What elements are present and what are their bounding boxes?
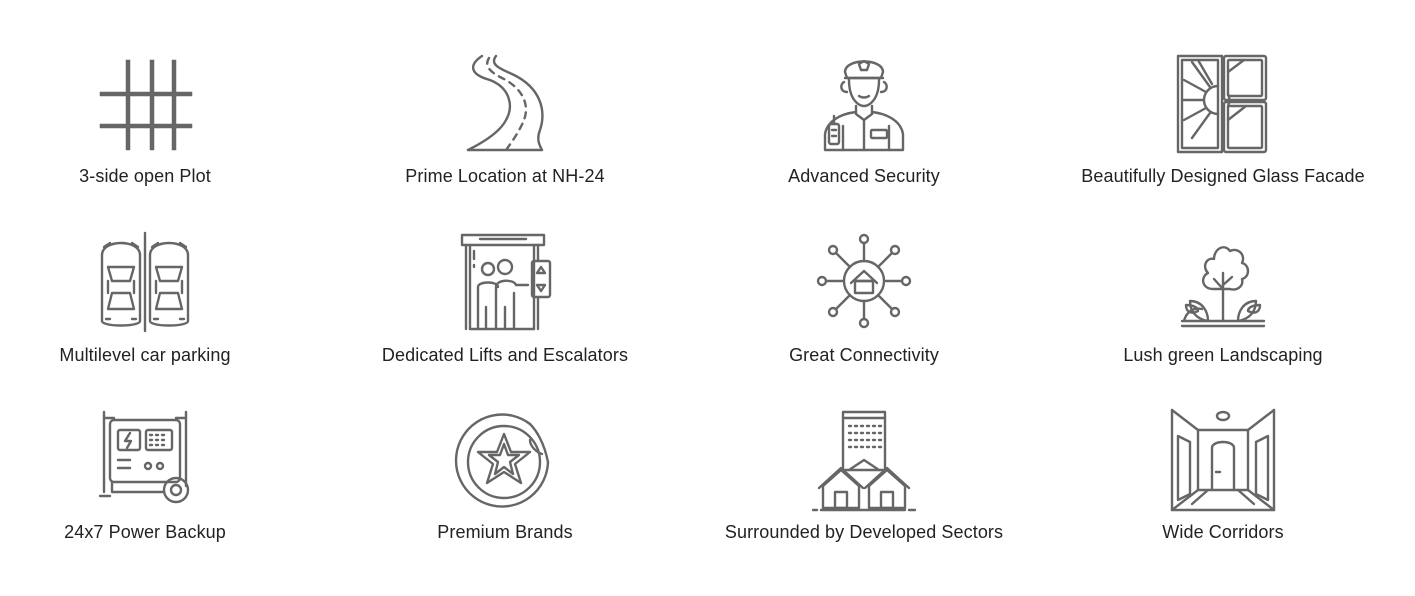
- feature-label: Lush green Landscaping: [1123, 345, 1323, 365]
- feature-label: Wide Corridors: [1162, 522, 1284, 542]
- feature-item: Beautifully Designed Glass Facade: [1043, 50, 1403, 187]
- feature-item: 24x7 Power Backup: [0, 406, 325, 543]
- elevator-icon: [450, 229, 560, 339]
- feature-item: Lush green Landscaping: [1043, 229, 1403, 366]
- connectivity-hub-icon: [809, 229, 919, 339]
- feature-item: Great Connectivity: [684, 229, 1044, 366]
- road-icon: [450, 50, 560, 160]
- feature-label: Great Connectivity: [789, 345, 939, 365]
- feature-label: Advanced Security: [788, 166, 940, 186]
- security-guard-icon: [809, 50, 919, 160]
- feature-label: Beautifully Designed Glass Facade: [1081, 166, 1365, 186]
- feature-item: Wide Corridors: [1043, 406, 1403, 543]
- feature-item: Premium Brands: [325, 406, 685, 543]
- feature-label: 3-side open Plot: [79, 166, 211, 186]
- feature-item: Dedicated Lifts and Escalators: [325, 229, 685, 366]
- buildings-icon: [809, 406, 919, 516]
- feature-label: Premium Brands: [437, 522, 573, 542]
- feature-item: Surrounded by Developed Sectors: [684, 406, 1044, 543]
- feature-label: Dedicated Lifts and Escalators: [381, 345, 629, 365]
- star-badge-icon: [450, 406, 560, 516]
- generator-icon: [90, 406, 200, 516]
- grid-plot-icon: [90, 50, 200, 160]
- feature-item: Advanced Security: [684, 50, 1044, 187]
- corridor-icon: [1168, 406, 1278, 516]
- feature-label: Surrounded by Developed Sectors: [724, 522, 1004, 542]
- glass-facade-icon: [1168, 50, 1278, 160]
- feature-label: Multilevel car parking: [59, 345, 231, 365]
- feature-label: Prime Location at NH-24: [405, 166, 605, 186]
- tree-plants-icon: [1168, 229, 1278, 339]
- feature-item: 3-side open Plot: [0, 50, 325, 187]
- feature-item: Prime Location at NH-24: [325, 50, 685, 187]
- feature-item: Multilevel car parking: [0, 229, 325, 366]
- feature-label: 24x7 Power Backup: [64, 522, 226, 542]
- car-parking-icon: [90, 229, 200, 339]
